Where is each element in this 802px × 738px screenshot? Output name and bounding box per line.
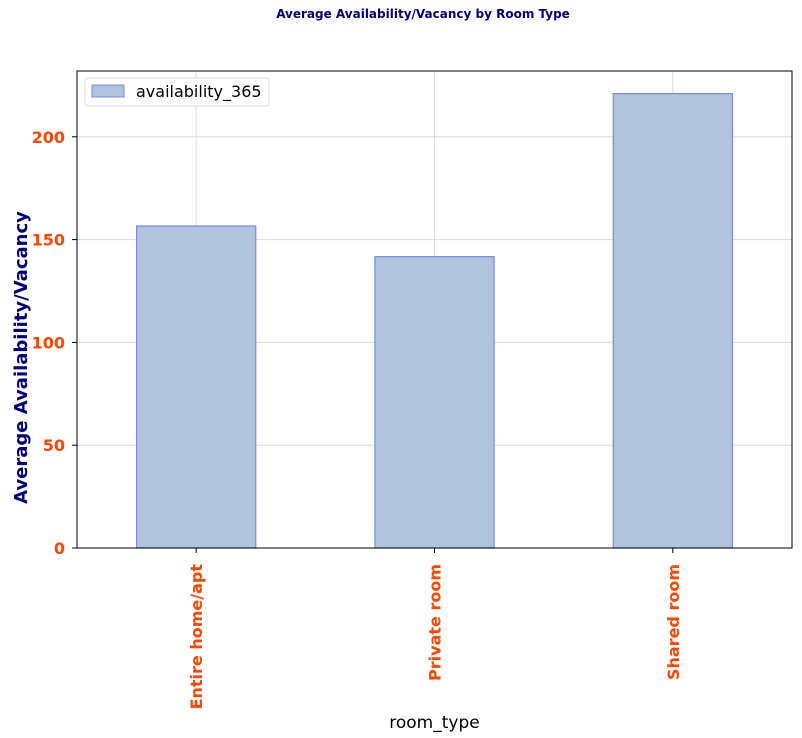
y-tick-label-0: 0 — [54, 539, 65, 558]
bar-1 — [374, 256, 495, 549]
bar-0 — [135, 225, 257, 549]
x-tick-label-1: Private room — [426, 564, 445, 681]
ticks: 0 50 100 150 200 Entire home/apt Private room S… — [32, 128, 683, 710]
legend-swatch — [91, 84, 125, 98]
y-tick-label-2: 100 — [32, 333, 65, 352]
y-axis-label: Average Availability/Vacancy — [11, 211, 32, 504]
x-tick-label-2: Shared room — [664, 564, 683, 680]
y-tick-label-3: 150 — [32, 231, 65, 250]
x-tick-label-0: Entire home/apt — [187, 564, 206, 710]
chart-title: Average Availability/Vacancy by Room Typ… — [276, 7, 570, 21]
bar-2 — [612, 93, 734, 549]
y-tick-label-4: 200 — [32, 128, 65, 147]
legend: availability_365 — [84, 77, 270, 107]
y-tick-label-1: 50 — [43, 436, 65, 455]
legend-label: availability_365 — [136, 82, 262, 102]
bars — [135, 93, 734, 549]
legend-box — [84, 77, 270, 107]
x-axis-label: room_type — [389, 713, 479, 733]
